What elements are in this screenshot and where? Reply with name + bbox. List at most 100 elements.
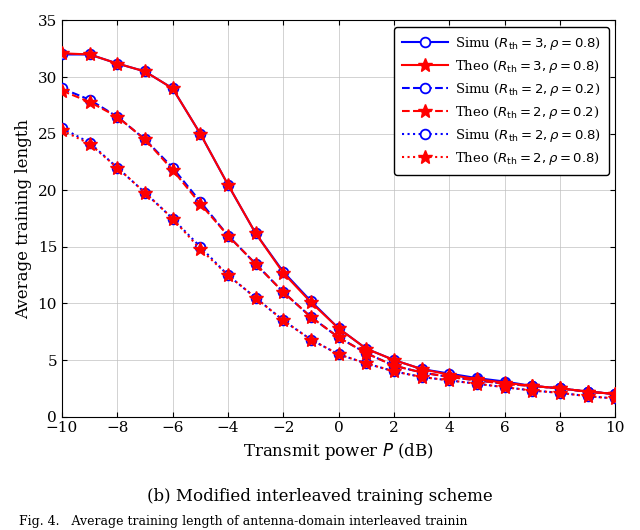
Theo ($R_{\mathrm{th}} = 3, \rho = 0.8$)	[252, 230, 259, 236]
Line: Theo ($R_{\mathrm{th}} = 2, \rho = 0.2$): Theo ($R_{\mathrm{th}} = 2, \rho = 0.2$)	[55, 84, 622, 401]
Simu ($R_{\mathrm{th}} = 2, \rho = 0.8$)	[86, 139, 93, 146]
Simu ($R_{\mathrm{th}} = 3, \rho = 0.8$)	[141, 68, 148, 75]
Theo ($R_{\mathrm{th}} = 2, \rho = 0.8$)	[113, 164, 121, 171]
Simu ($R_{\mathrm{th}} = 3, \rho = 0.8$)	[390, 357, 397, 363]
Theo ($R_{\mathrm{th}} = 3, \rho = 0.8$)	[529, 383, 536, 389]
Simu ($R_{\mathrm{th}} = 3, \rho = 0.8$)	[335, 325, 342, 331]
Simu ($R_{\mathrm{th}} = 2, \rho = 0.2$)	[611, 391, 619, 397]
Simu ($R_{\mathrm{th}} = 2, \rho = 0.2$)	[335, 334, 342, 341]
Theo ($R_{\mathrm{th}} = 2, \rho = 0.2$)	[362, 350, 370, 356]
Theo ($R_{\mathrm{th}} = 2, \rho = 0.2$)	[307, 314, 315, 320]
Simu ($R_{\mathrm{th}} = 2, \rho = 0.2$)	[418, 369, 426, 376]
Simu ($R_{\mathrm{th}} = 3, \rho = 0.8$)	[58, 51, 66, 58]
Simu ($R_{\mathrm{th}} = 2, \rho = 0.2$)	[141, 136, 148, 143]
Simu ($R_{\mathrm{th}} = 3, \rho = 0.8$)	[445, 370, 453, 377]
Simu ($R_{\mathrm{th}} = 2, \rho = 0.8$)	[196, 244, 204, 250]
Theo ($R_{\mathrm{th}} = 2, \rho = 0.8$)	[58, 127, 66, 134]
Line: Simu ($R_{\mathrm{th}} = 3, \rho = 0.8$): Simu ($R_{\mathrm{th}} = 3, \rho = 0.8$)	[57, 50, 620, 399]
Theo ($R_{\mathrm{th}} = 2, \rho = 0.2$)	[556, 385, 564, 392]
Simu ($R_{\mathrm{th}} = 2, \rho = 0.8$)	[113, 164, 121, 171]
Simu ($R_{\mathrm{th}} = 2, \rho = 0.2$)	[113, 113, 121, 120]
Theo ($R_{\mathrm{th}} = 2, \rho = 0.2$)	[252, 261, 259, 267]
X-axis label: Transmit power $P$ (dB): Transmit power $P$ (dB)	[243, 441, 434, 462]
Simu ($R_{\mathrm{th}} = 2, \rho = 0.8$)	[141, 189, 148, 196]
Simu ($R_{\mathrm{th}} = 2, \rho = 0.8$)	[500, 384, 508, 390]
Simu ($R_{\mathrm{th}} = 2, \rho = 0.8$)	[473, 381, 481, 387]
Theo ($R_{\mathrm{th}} = 2, \rho = 0.2$)	[280, 289, 287, 295]
Theo ($R_{\mathrm{th}} = 2, \rho = 0.2$)	[418, 369, 426, 376]
Simu ($R_{\mathrm{th}} = 3, \rho = 0.8$)	[113, 60, 121, 67]
Theo ($R_{\mathrm{th}} = 3, \rho = 0.8$)	[611, 391, 619, 397]
Simu ($R_{\mathrm{th}} = 2, \rho = 0.8$)	[584, 393, 591, 400]
Theo ($R_{\mathrm{th}} = 2, \rho = 0.8$)	[307, 337, 315, 343]
Theo ($R_{\mathrm{th}} = 2, \rho = 0.8$)	[252, 295, 259, 301]
Theo ($R_{\mathrm{th}} = 2, \rho = 0.2$)	[529, 383, 536, 389]
Simu ($R_{\mathrm{th}} = 2, \rho = 0.8$)	[556, 390, 564, 396]
Theo ($R_{\mathrm{th}} = 2, \rho = 0.8$)	[196, 246, 204, 252]
Theo ($R_{\mathrm{th}} = 3, \rho = 0.8$)	[500, 379, 508, 386]
Theo ($R_{\mathrm{th}} = 3, \rho = 0.8$)	[58, 50, 66, 57]
Simu ($R_{\mathrm{th}} = 2, \rho = 0.2$)	[224, 232, 232, 238]
Theo ($R_{\mathrm{th}} = 3, \rho = 0.8$)	[307, 299, 315, 305]
Simu ($R_{\mathrm{th}} = 2, \rho = 0.2$)	[169, 164, 177, 171]
Theo ($R_{\mathrm{th}} = 2, \rho = 0.2$)	[224, 232, 232, 238]
Simu ($R_{\mathrm{th}} = 3, \rho = 0.8$)	[584, 388, 591, 395]
Line: Simu ($R_{\mathrm{th}} = 2, \rho = 0.8$): Simu ($R_{\mathrm{th}} = 2, \rho = 0.8$)	[57, 123, 620, 403]
Theo ($R_{\mathrm{th}} = 3, \rho = 0.8$)	[86, 51, 93, 58]
Theo ($R_{\mathrm{th}} = 2, \rho = 0.8$)	[500, 384, 508, 390]
Theo ($R_{\mathrm{th}} = 2, \rho = 0.8$)	[390, 368, 397, 375]
Theo ($R_{\mathrm{th}} = 2, \rho = 0.8$)	[529, 387, 536, 394]
Text: Fig. 4.   Average training length of antenna-domain interleaved trainin: Fig. 4. Average training length of anten…	[19, 515, 468, 528]
Simu ($R_{\mathrm{th}} = 3, \rho = 0.8$)	[169, 85, 177, 92]
Theo ($R_{\mathrm{th}} = 3, \rho = 0.8$)	[224, 181, 232, 188]
Simu ($R_{\mathrm{th}} = 2, \rho = 0.2$)	[529, 383, 536, 389]
Theo ($R_{\mathrm{th}} = 2, \rho = 0.2$)	[335, 334, 342, 341]
Theo ($R_{\mathrm{th}} = 2, \rho = 0.8$)	[584, 393, 591, 400]
Simu ($R_{\mathrm{th}} = 3, \rho = 0.8$)	[307, 298, 315, 304]
Theo ($R_{\mathrm{th}} = 2, \rho = 0.8$)	[611, 395, 619, 402]
Theo ($R_{\mathrm{th}} = 2, \rho = 0.8$)	[335, 351, 342, 358]
Theo ($R_{\mathrm{th}} = 2, \rho = 0.2$)	[611, 391, 619, 397]
Simu ($R_{\mathrm{th}} = 3, \rho = 0.8$)	[196, 130, 204, 137]
Simu ($R_{\mathrm{th}} = 2, \rho = 0.8$)	[169, 215, 177, 222]
Text: (b) Modified interleaved training scheme: (b) Modified interleaved training scheme	[147, 488, 493, 505]
Simu ($R_{\mathrm{th}} = 3, \rho = 0.8$)	[556, 385, 564, 392]
Theo ($R_{\mathrm{th}} = 3, \rho = 0.8$)	[473, 376, 481, 383]
Simu ($R_{\mathrm{th}} = 2, \rho = 0.8$)	[280, 317, 287, 324]
Simu ($R_{\mathrm{th}} = 3, \rho = 0.8$)	[611, 391, 619, 397]
Simu ($R_{\mathrm{th}} = 3, \rho = 0.8$)	[500, 378, 508, 385]
Theo ($R_{\mathrm{th}} = 2, \rho = 0.8$)	[418, 374, 426, 380]
Simu ($R_{\mathrm{th}} = 3, \rho = 0.8$)	[224, 181, 232, 188]
Simu ($R_{\mathrm{th}} = 2, \rho = 0.2$)	[445, 374, 453, 380]
Simu ($R_{\mathrm{th}} = 2, \rho = 0.2$)	[196, 198, 204, 205]
Theo ($R_{\mathrm{th}} = 3, \rho = 0.8$)	[390, 357, 397, 363]
Simu ($R_{\mathrm{th}} = 2, \rho = 0.8$)	[529, 387, 536, 394]
Theo ($R_{\mathrm{th}} = 3, \rho = 0.8$)	[113, 60, 121, 67]
Theo ($R_{\mathrm{th}} = 2, \rho = 0.8$)	[556, 390, 564, 396]
Simu ($R_{\mathrm{th}} = 2, \rho = 0.8$)	[418, 374, 426, 380]
Simu ($R_{\mathrm{th}} = 2, \rho = 0.8$)	[252, 295, 259, 301]
Simu ($R_{\mathrm{th}} = 2, \rho = 0.2$)	[500, 381, 508, 387]
Theo ($R_{\mathrm{th}} = 2, \rho = 0.8$)	[473, 381, 481, 387]
Line: Theo ($R_{\mathrm{th}} = 3, \rho = 0.8$): Theo ($R_{\mathrm{th}} = 3, \rho = 0.8$)	[55, 46, 622, 401]
Simu ($R_{\mathrm{th}} = 2, \rho = 0.8$)	[362, 360, 370, 367]
Theo ($R_{\mathrm{th}} = 3, \rho = 0.8$)	[445, 372, 453, 378]
Simu ($R_{\mathrm{th}} = 2, \rho = 0.2$)	[86, 96, 93, 103]
Theo ($R_{\mathrm{th}} = 2, \rho = 0.8$)	[280, 317, 287, 324]
Simu ($R_{\mathrm{th}} = 2, \rho = 0.8$)	[224, 272, 232, 278]
Simu ($R_{\mathrm{th}} = 2, \rho = 0.8$)	[335, 351, 342, 358]
Simu ($R_{\mathrm{th}} = 3, \rho = 0.8$)	[280, 269, 287, 275]
Theo ($R_{\mathrm{th}} = 2, \rho = 0.2$)	[141, 136, 148, 143]
Theo ($R_{\mathrm{th}} = 2, \rho = 0.8$)	[224, 272, 232, 278]
Theo ($R_{\mathrm{th}} = 2, \rho = 0.2$)	[445, 374, 453, 380]
Theo ($R_{\mathrm{th}} = 2, \rho = 0.2$)	[169, 167, 177, 173]
Theo ($R_{\mathrm{th}} = 2, \rho = 0.2$)	[58, 87, 66, 94]
Theo ($R_{\mathrm{th}} = 3, \rho = 0.8$)	[556, 385, 564, 392]
Theo ($R_{\mathrm{th}} = 3, \rho = 0.8$)	[196, 130, 204, 137]
Theo ($R_{\mathrm{th}} = 2, \rho = 0.2$)	[584, 388, 591, 395]
Simu ($R_{\mathrm{th}} = 2, \rho = 0.8$)	[445, 377, 453, 384]
Line: Simu ($R_{\mathrm{th}} = 2, \rho = 0.2$): Simu ($R_{\mathrm{th}} = 2, \rho = 0.2$)	[57, 84, 620, 399]
Theo ($R_{\mathrm{th}} = 3, \rho = 0.8$)	[141, 68, 148, 75]
Simu ($R_{\mathrm{th}} = 3, \rho = 0.8$)	[252, 230, 259, 236]
Theo ($R_{\mathrm{th}} = 2, \rho = 0.2$)	[500, 381, 508, 387]
